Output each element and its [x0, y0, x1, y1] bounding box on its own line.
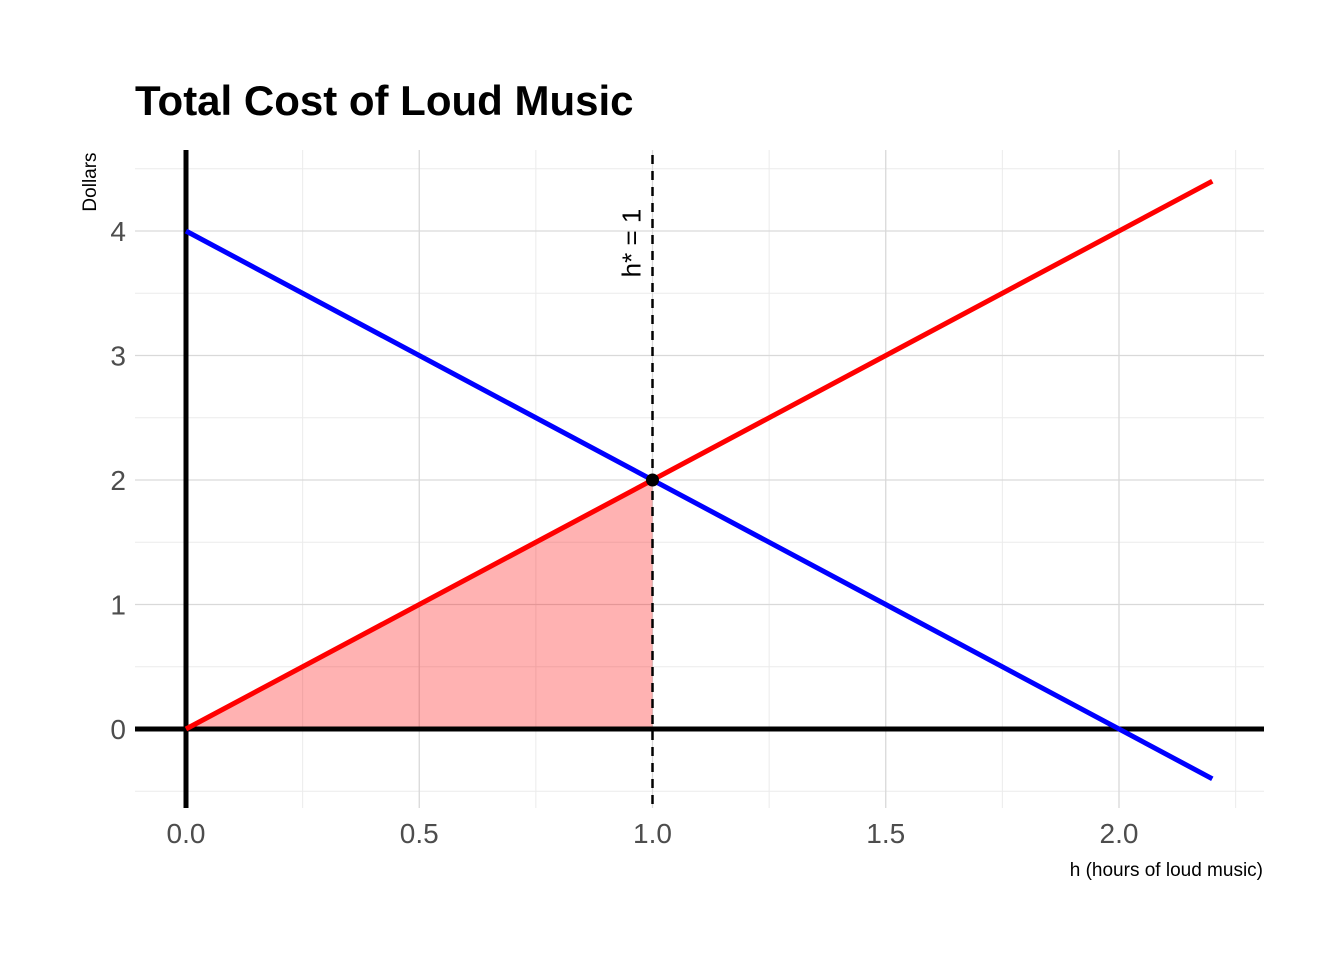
vline-label: h* = 1: [617, 209, 647, 278]
series-line-1: [184, 178, 1214, 732]
y-tick-label-1: 1: [110, 590, 126, 621]
y-tick-label-3: 3: [110, 341, 126, 372]
x-tick-label-0: 0.0: [167, 818, 206, 849]
tick-labels: 0.0 0.5 1.0 1.5 2.0 0 1 2 3 4: [110, 216, 1138, 849]
chart-title: Total Cost of Loud Music: [135, 77, 634, 124]
y-axis-label: Dollars: [80, 152, 101, 211]
x-axis-label: h (hours of loud music): [1070, 860, 1263, 881]
y-tick-label-4: 4: [110, 216, 126, 247]
y-tick-label-0: 0: [110, 714, 126, 745]
series-line-0: [184, 228, 1214, 782]
x-tick-label-1: 0.5: [400, 818, 439, 849]
y-tick-label-2: 2: [110, 465, 126, 496]
points-group: [646, 473, 659, 487]
x-tick-label-2: 1.0: [633, 818, 672, 849]
series-lines: [184, 178, 1214, 782]
x-tick-label-4: 2.0: [1100, 818, 1139, 849]
x-tick-label-3: 1.5: [866, 818, 905, 849]
axis-lines: [135, 150, 1264, 808]
intersection-point: [646, 473, 659, 487]
